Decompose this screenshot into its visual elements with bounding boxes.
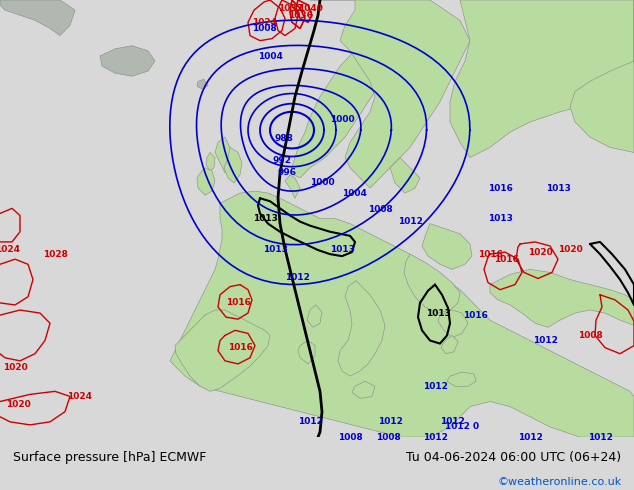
Text: 1016: 1016 [463,311,488,319]
Text: 1013: 1013 [330,245,354,253]
Text: 1012: 1012 [517,433,543,441]
Text: 1032: 1032 [278,3,302,13]
Polygon shape [224,147,242,183]
Polygon shape [197,168,215,195]
Polygon shape [215,137,235,173]
Text: 1008: 1008 [252,24,276,33]
Text: 1020: 1020 [6,400,30,409]
Polygon shape [338,281,385,376]
Text: Tu 04-06-2024 06:00 UTC (06+24): Tu 04-06-2024 06:00 UTC (06+24) [406,451,621,464]
Text: 996: 996 [278,168,297,177]
Text: 1040: 1040 [297,3,323,13]
Text: 1012 0: 1012 0 [445,422,479,431]
Polygon shape [206,152,215,171]
Text: 1024: 1024 [67,392,93,401]
Polygon shape [390,158,420,193]
Text: 1000: 1000 [309,178,334,188]
Text: 1024: 1024 [0,245,20,253]
Text: 1013: 1013 [252,214,278,223]
Polygon shape [441,336,458,354]
Polygon shape [422,223,472,270]
Polygon shape [285,175,300,198]
Polygon shape [352,381,375,398]
Polygon shape [170,191,634,437]
Polygon shape [0,0,75,36]
Text: 1008: 1008 [338,433,363,441]
Text: 1008: 1008 [375,433,401,441]
Text: 1016: 1016 [477,249,502,259]
Text: 1016: 1016 [228,343,252,352]
Text: 1004: 1004 [342,189,366,197]
Polygon shape [438,310,468,338]
Text: 1012: 1012 [423,382,448,391]
Text: 1036: 1036 [288,11,313,20]
Text: 1012: 1012 [378,417,403,426]
Text: 1016: 1016 [488,184,512,193]
Text: 1012: 1012 [285,273,309,282]
Text: 1013: 1013 [262,245,287,253]
Text: 1016: 1016 [493,255,519,264]
Polygon shape [570,0,634,152]
Text: 1008: 1008 [578,331,602,340]
Polygon shape [290,0,400,178]
Text: 1013: 1013 [488,214,512,223]
Polygon shape [307,305,322,327]
Text: 1000: 1000 [330,116,354,124]
Text: 1012: 1012 [588,433,612,441]
Text: 1028: 1028 [42,249,67,259]
Polygon shape [298,341,315,364]
Polygon shape [175,310,270,392]
Polygon shape [450,0,634,158]
Text: 1020: 1020 [527,247,552,257]
Text: 1012: 1012 [533,336,557,345]
Polygon shape [490,270,634,327]
Text: 1020: 1020 [558,245,583,253]
Text: 1012: 1012 [423,433,448,441]
Text: 1016: 1016 [226,298,250,307]
Text: ©weatheronline.co.uk: ©weatheronline.co.uk [497,477,621,487]
Text: Surface pressure [hPa] ECMWF: Surface pressure [hPa] ECMWF [13,451,206,464]
Text: 988: 988 [275,134,294,143]
Polygon shape [197,79,208,90]
Text: 1012: 1012 [439,417,465,426]
Text: 992: 992 [273,156,292,165]
Polygon shape [404,254,460,313]
Text: 1013: 1013 [546,184,571,193]
Text: 1004: 1004 [257,52,282,61]
Text: 1024: 1024 [252,18,278,27]
Text: 1012: 1012 [398,217,422,226]
Text: 1013: 1013 [425,309,450,318]
Text: 1020: 1020 [3,364,27,372]
Polygon shape [340,0,470,188]
Polygon shape [447,372,476,386]
Text: 1008: 1008 [368,205,392,214]
Polygon shape [100,46,155,76]
Text: 1012: 1012 [297,417,323,426]
